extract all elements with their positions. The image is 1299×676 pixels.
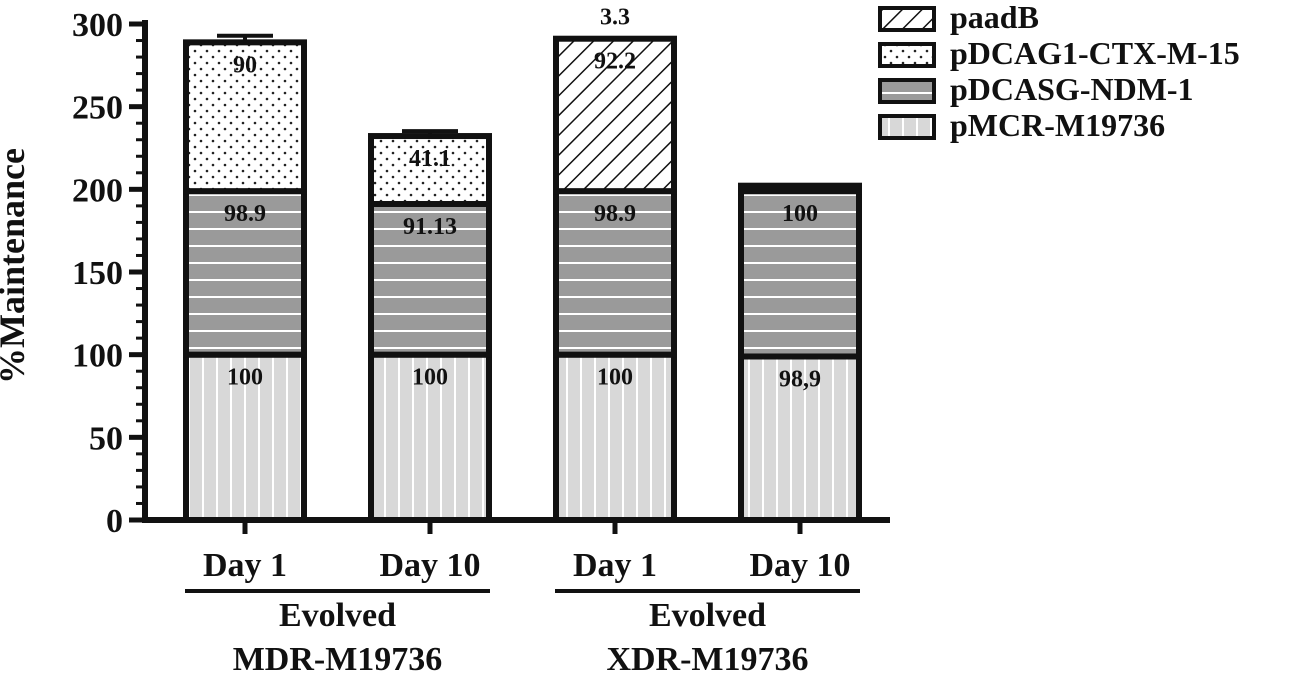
group-label: XDR-M19736	[606, 641, 808, 676]
group-label: Evolved	[649, 597, 766, 634]
data-label: 92.2	[594, 49, 636, 75]
legend-swatch	[878, 6, 936, 32]
legend-label: pMCR-M19736	[950, 107, 1165, 143]
bar-segment	[368, 133, 492, 207]
data-label: 100	[782, 201, 818, 227]
bars	[183, 33, 862, 523]
data-label: 3.3	[600, 5, 630, 31]
bar-segment	[368, 200, 492, 358]
legend-swatch	[878, 78, 936, 104]
y-tick-label: 200	[72, 172, 123, 209]
legend-label: pDCASG-NDM-1	[950, 71, 1194, 107]
bar-segment	[553, 35, 677, 195]
data-label: 91.13	[403, 214, 457, 240]
y-tick-label: 100	[72, 338, 123, 375]
category-label: Day 1	[203, 547, 287, 584]
legend-swatch	[878, 42, 936, 68]
data-label: 98,9	[779, 366, 821, 392]
category-label: Day 10	[749, 547, 850, 584]
y-tick-label: 50	[89, 420, 123, 457]
bar-labels: 100 98.9 90 100 91.13 41.1 100 98.9 92.2 98,9 100 3…	[224, 5, 821, 393]
legend-swatch	[878, 114, 936, 140]
data-label: 41.1	[409, 146, 451, 172]
bar-segment	[183, 39, 307, 195]
bar-segment	[368, 351, 492, 523]
y-tick-label: 150	[72, 255, 123, 292]
group-label: Evolved	[279, 597, 396, 634]
data-label: 98.9	[224, 201, 266, 227]
data-label: 100	[412, 365, 448, 391]
y-tick-label: 0	[106, 503, 123, 540]
data-label: 100	[597, 365, 633, 391]
y-tick-label: 300	[72, 7, 123, 44]
y-tick-label: 250	[72, 90, 123, 127]
bar-segment	[553, 351, 677, 523]
data-label: 98.9	[594, 201, 636, 227]
group-label: MDR-M19736	[233, 641, 443, 676]
data-label: 90	[233, 52, 257, 78]
legend: paadBpDCAG1-CTX-M-15pDCASG-NDM-1pMCR-M19…	[878, 0, 1240, 143]
bar-segment	[738, 182, 862, 195]
x-labels: Day 1 Day 10 Day 1 Day 10 Evolved MDR-M19736 E…	[185, 547, 860, 676]
legend-label: paadB	[950, 0, 1039, 35]
category-label: Day 10	[379, 547, 480, 584]
y-axis-title: %Maintenance	[0, 148, 32, 384]
data-label: 100	[227, 365, 263, 391]
legend-label: pDCAG1-CTX-M-15	[950, 35, 1240, 71]
category-label: Day 1	[573, 547, 657, 584]
y-axis: 0 50 100 150 200 250 300	[72, 7, 148, 540]
